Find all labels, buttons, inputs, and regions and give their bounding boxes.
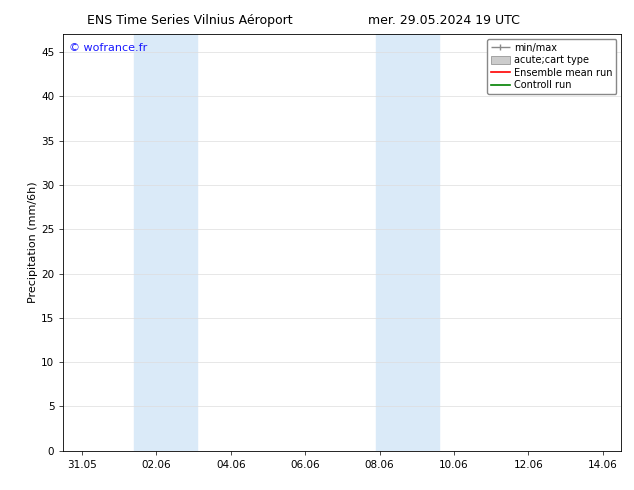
Bar: [376, 34, 439, 451]
Text: © wofrance.fr: © wofrance.fr: [69, 43, 147, 52]
Bar: [134, 34, 197, 451]
Text: ENS Time Series Vilnius Aéroport: ENS Time Series Vilnius Aéroport: [87, 14, 293, 27]
Y-axis label: Precipitation (mm/6h): Precipitation (mm/6h): [29, 182, 38, 303]
Legend: min/max, acute;cart type, Ensemble mean run, Controll run: min/max, acute;cart type, Ensemble mean …: [487, 39, 616, 94]
Text: mer. 29.05.2024 19 UTC: mer. 29.05.2024 19 UTC: [368, 14, 520, 27]
